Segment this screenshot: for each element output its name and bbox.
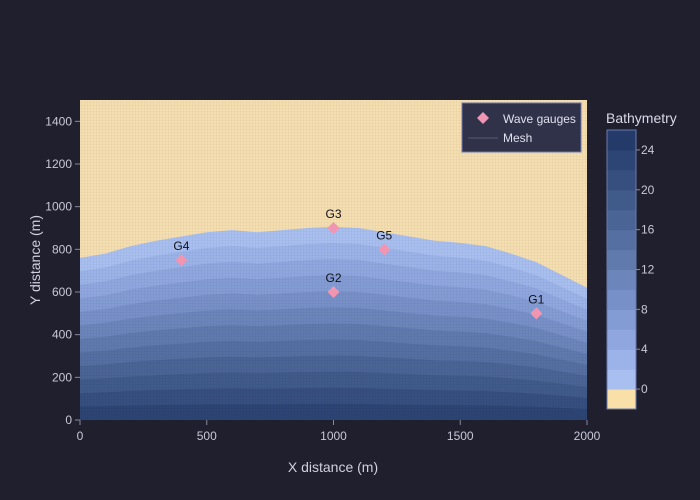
gauge-marker-g2[interactable] — [327, 286, 340, 298]
y-tick-label: 800 — [52, 242, 72, 256]
x-axis: 0 500 1000 1500 2000 — [77, 420, 601, 443]
colorbar-band — [607, 169, 636, 191]
y-axis-title: Y distance (m) — [27, 215, 43, 305]
gauge-marker-g4[interactable] — [175, 254, 188, 266]
mesh-overlay — [80, 100, 587, 420]
colorbar-band — [607, 149, 636, 171]
gauge-marker-g1[interactable] — [530, 307, 543, 320]
colorbar-band — [607, 349, 636, 370]
legend-diamond-icon — [477, 112, 489, 124]
colorbar-band — [607, 289, 636, 310]
colorbar-tick-label: 0 — [641, 382, 648, 396]
gauge-label-g1: G1 — [528, 292, 544, 306]
colorbar-band — [607, 389, 636, 410]
colorbar-tick-label: 8 — [641, 302, 648, 316]
colorbar-band — [607, 249, 636, 270]
y-tick-label: 400 — [52, 328, 72, 342]
x-tick-label: 500 — [197, 429, 217, 443]
y-tick-label: 0 — [65, 413, 72, 427]
colorbar-band — [607, 229, 636, 251]
colorbar: 0 4 8 12 16 20 24 — [606, 129, 655, 410]
x-tick-label: 1500 — [447, 429, 474, 443]
y-axis: 0 200 400 600 800 1000 1200 1400 — [45, 114, 80, 427]
colorbar-tick-label: 4 — [641, 342, 648, 356]
legend-item-wave-gauges[interactable]: Wave gauges — [503, 112, 576, 126]
y-tick-label: 200 — [52, 370, 72, 384]
x-tick-label: 0 — [77, 429, 84, 443]
colorbar-band — [607, 269, 636, 290]
y-tick-label: 600 — [52, 285, 72, 299]
plot-area — [80, 100, 587, 420]
colorbar-band — [607, 369, 636, 390]
x-axis-title: X distance (m) — [288, 459, 378, 475]
y-tick-label: 1200 — [45, 157, 72, 171]
legend[interactable]: Wave gauges Mesh — [461, 102, 582, 153]
gauge-marker-g3[interactable] — [327, 222, 340, 234]
colorbar-band — [607, 309, 636, 330]
x-tick-label: 1000 — [320, 429, 347, 443]
colorbar-title: Bathymetry — [606, 110, 677, 126]
colorbar-band — [607, 329, 636, 350]
colorbar-band — [607, 130, 636, 151]
colorbar-tick-label: 24 — [641, 143, 655, 157]
colorbar-tick-label: 20 — [641, 183, 655, 197]
gauge-label-g5: G5 — [376, 228, 392, 242]
y-tick-label: 1400 — [45, 114, 72, 128]
legend-box — [461, 102, 582, 153]
colorbar-band — [607, 209, 636, 231]
gauge-marker-g5[interactable] — [378, 243, 391, 256]
gauge-label-g4: G4 — [173, 239, 189, 253]
wave-gauges: G1 G2 G3 G4 G5 — [173, 207, 545, 320]
colorbar-tick-label: 12 — [641, 263, 655, 277]
y-tick-label: 1000 — [45, 200, 72, 214]
gauge-label-g2: G2 — [325, 271, 341, 285]
x-tick-label: 2000 — [574, 429, 601, 443]
legend-item-mesh[interactable]: Mesh — [503, 131, 532, 145]
gauge-label-g3: G3 — [325, 207, 341, 221]
colorbar-band — [607, 189, 636, 211]
colorbar-tick-label: 16 — [641, 223, 655, 237]
